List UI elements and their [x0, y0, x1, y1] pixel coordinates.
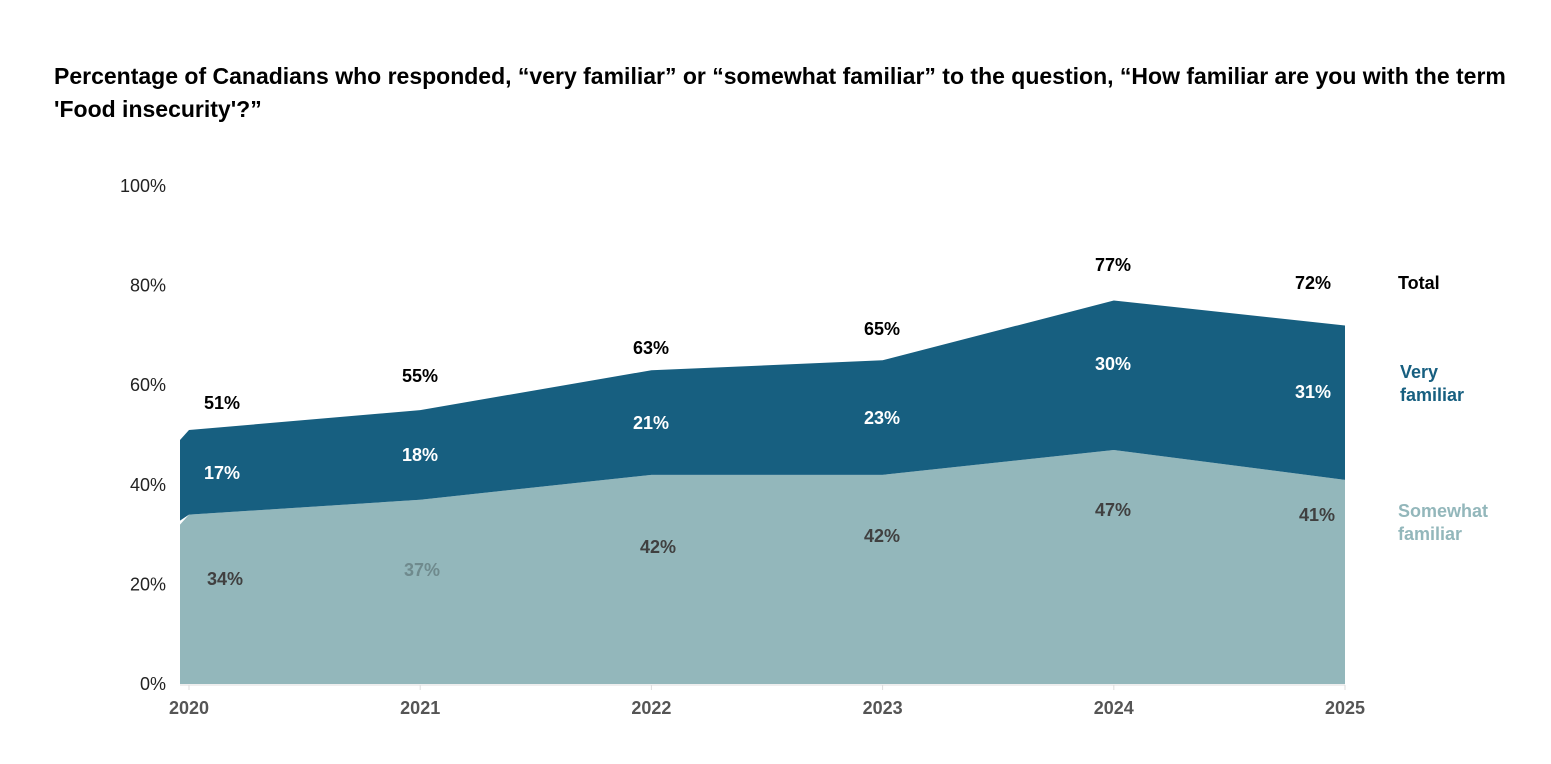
somewhat-familiar-data-label: 42%	[640, 537, 676, 557]
total-data-label: 65%	[864, 319, 900, 339]
legend-somewhat-familiar: Somewhat	[1398, 501, 1488, 521]
very-familiar-data-label: 23%	[864, 408, 900, 428]
x-tick-label: 2020	[169, 698, 209, 718]
very-familiar-data-label: 21%	[633, 413, 669, 433]
total-data-label: 51%	[204, 393, 240, 413]
area-somewhat-familiar	[180, 449, 1345, 684]
legend-total: Total	[1398, 273, 1440, 293]
somewhat-familiar-data-label: 47%	[1095, 500, 1131, 520]
somewhat-familiar-data-label: 42%	[864, 526, 900, 546]
legend-very-familiar: familiar	[1400, 385, 1464, 405]
x-tick-label: 2024	[1094, 698, 1134, 718]
total-data-label: 77%	[1095, 255, 1131, 275]
y-tick-label: 20%	[130, 574, 166, 594]
legend-very-familiar: Very	[1400, 362, 1438, 382]
x-tick-label: 2021	[400, 698, 440, 718]
y-tick-label: 40%	[130, 475, 166, 495]
very-familiar-data-label: 17%	[204, 463, 240, 483]
somewhat-familiar-data-label: 41%	[1299, 505, 1335, 525]
very-familiar-data-label: 30%	[1095, 354, 1131, 374]
y-tick-label: 60%	[130, 375, 166, 395]
very-familiar-data-label: 31%	[1295, 382, 1331, 402]
somewhat-familiar-data-label: 34%	[207, 569, 243, 589]
total-data-label: 72%	[1295, 273, 1331, 293]
x-tick-label: 2022	[631, 698, 671, 718]
total-data-label: 63%	[633, 338, 669, 358]
very-familiar-data-label: 18%	[402, 445, 438, 465]
chart-title: Percentage of Canadians who responded, “…	[54, 63, 1506, 122]
x-tick-label: 2023	[863, 698, 903, 718]
y-tick-label: 100%	[120, 176, 166, 196]
legend-somewhat-familiar: familiar	[1398, 524, 1462, 544]
y-tick-label: 80%	[130, 276, 166, 296]
y-tick-label: 0%	[140, 674, 166, 694]
total-data-label: 55%	[402, 366, 438, 386]
area-very-familiar	[180, 300, 1345, 521]
x-tick-label: 2025	[1325, 698, 1365, 718]
somewhat-familiar-data-label: 37%	[404, 560, 440, 580]
